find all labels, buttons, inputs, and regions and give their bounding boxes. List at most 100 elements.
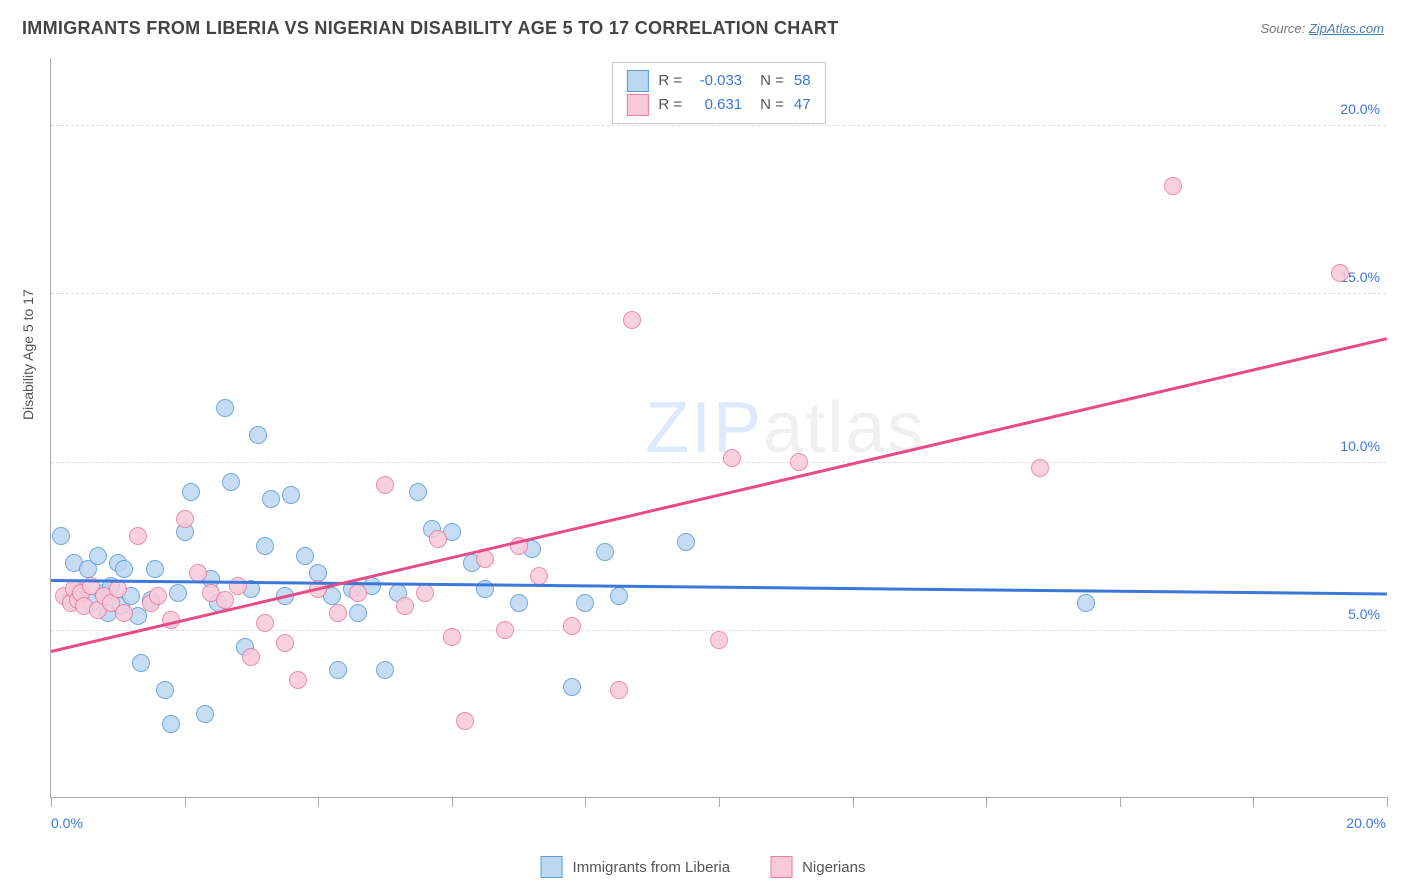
y-axis-label: Disability Age 5 to 17	[20, 289, 36, 420]
x-tick	[452, 797, 453, 807]
x-tick	[1387, 797, 1388, 807]
scatter-point	[162, 715, 180, 733]
scatter-point	[456, 712, 474, 730]
source-prefix: Source:	[1260, 21, 1308, 36]
scatter-point	[610, 681, 628, 699]
series-legend-item-1: Nigerians	[770, 856, 865, 878]
scatter-point	[222, 473, 240, 491]
r-label: R =	[658, 69, 682, 93]
x-tick	[1253, 797, 1254, 807]
series-legend-item-0: Immigrants from Liberia	[541, 856, 731, 878]
scatter-point	[256, 537, 274, 555]
scatter-point	[115, 560, 133, 578]
gridline	[51, 293, 1386, 294]
scatter-point	[176, 510, 194, 528]
chart-header: IMMIGRANTS FROM LIBERIA VS NIGERIAN DISA…	[22, 18, 1384, 39]
correlation-legend-row-0: R = -0.033 N = 58	[626, 69, 810, 93]
chart-plot-area: ZIPatlas R = -0.033 N = 58 R = 0.631 N =…	[50, 58, 1386, 798]
scatter-point	[296, 547, 314, 565]
source-attribution: Source: ZipAtlas.com	[1260, 21, 1384, 36]
scatter-point	[563, 617, 581, 635]
scatter-point	[563, 678, 581, 696]
scatter-point	[276, 634, 294, 652]
n-label: N =	[760, 69, 784, 93]
y-tick-label: 10.0%	[1340, 438, 1380, 454]
scatter-point	[349, 604, 367, 622]
y-tick-label: 20.0%	[1340, 101, 1380, 117]
gridline	[51, 462, 1386, 463]
legend-swatch-liberia-bottom	[541, 856, 563, 878]
watermark-atlas: atlas	[763, 388, 925, 468]
chart-title: IMMIGRANTS FROM LIBERIA VS NIGERIAN DISA…	[22, 18, 839, 39]
scatter-point	[530, 567, 548, 585]
scatter-point	[376, 661, 394, 679]
scatter-point	[169, 584, 187, 602]
n-value-liberia: 58	[794, 69, 811, 93]
scatter-point	[156, 681, 174, 699]
r-label: R =	[658, 93, 682, 117]
scatter-point	[376, 476, 394, 494]
scatter-point	[216, 591, 234, 609]
scatter-point	[396, 597, 414, 615]
series-name-liberia: Immigrants from Liberia	[573, 859, 731, 876]
scatter-point	[710, 631, 728, 649]
r-value-liberia: -0.033	[692, 69, 742, 93]
scatter-point	[596, 543, 614, 561]
scatter-point	[282, 486, 300, 504]
x-tick	[853, 797, 854, 807]
scatter-point	[216, 399, 234, 417]
scatter-point	[677, 533, 695, 551]
trend-line	[51, 337, 1388, 653]
n-value-nigerians: 47	[794, 93, 811, 117]
watermark-zip: ZIP	[645, 388, 763, 468]
scatter-point	[109, 580, 127, 598]
scatter-point	[182, 483, 200, 501]
x-tick	[719, 797, 720, 807]
scatter-point	[576, 594, 594, 612]
scatter-point	[89, 547, 107, 565]
scatter-point	[249, 426, 267, 444]
scatter-point	[1077, 594, 1095, 612]
scatter-point	[790, 453, 808, 471]
x-tick	[585, 797, 586, 807]
scatter-point	[1331, 264, 1349, 282]
scatter-point	[52, 527, 70, 545]
scatter-point	[443, 628, 461, 646]
n-label: N =	[760, 93, 784, 117]
scatter-point	[256, 614, 274, 632]
scatter-point	[349, 584, 367, 602]
scatter-point	[262, 490, 280, 508]
scatter-point	[196, 705, 214, 723]
scatter-point	[132, 654, 150, 672]
x-tick	[185, 797, 186, 807]
scatter-point	[496, 621, 514, 639]
x-max-label: 20.0%	[1346, 815, 1386, 831]
scatter-point	[610, 587, 628, 605]
scatter-point	[329, 661, 347, 679]
scatter-point	[723, 449, 741, 467]
x-tick	[318, 797, 319, 807]
x-tick	[51, 797, 52, 807]
scatter-point	[129, 527, 147, 545]
scatter-point	[416, 584, 434, 602]
scatter-point	[429, 530, 447, 548]
r-value-nigerians: 0.631	[692, 93, 742, 117]
gridline	[51, 125, 1386, 126]
scatter-point	[146, 560, 164, 578]
scatter-point	[189, 564, 207, 582]
x-tick	[1120, 797, 1121, 807]
scatter-point	[510, 594, 528, 612]
scatter-point	[115, 604, 133, 622]
scatter-point	[309, 564, 327, 582]
scatter-point	[242, 648, 260, 666]
scatter-point	[1031, 459, 1049, 477]
scatter-point	[229, 577, 247, 595]
source-link[interactable]: ZipAtlas.com	[1309, 21, 1384, 36]
legend-swatch-nigerians	[626, 94, 648, 116]
correlation-legend: R = -0.033 N = 58 R = 0.631 N = 47	[611, 62, 825, 124]
scatter-point	[623, 311, 641, 329]
series-name-nigerians: Nigerians	[802, 859, 865, 876]
scatter-point	[476, 550, 494, 568]
correlation-legend-row-1: R = 0.631 N = 47	[626, 93, 810, 117]
scatter-point	[1164, 177, 1182, 195]
